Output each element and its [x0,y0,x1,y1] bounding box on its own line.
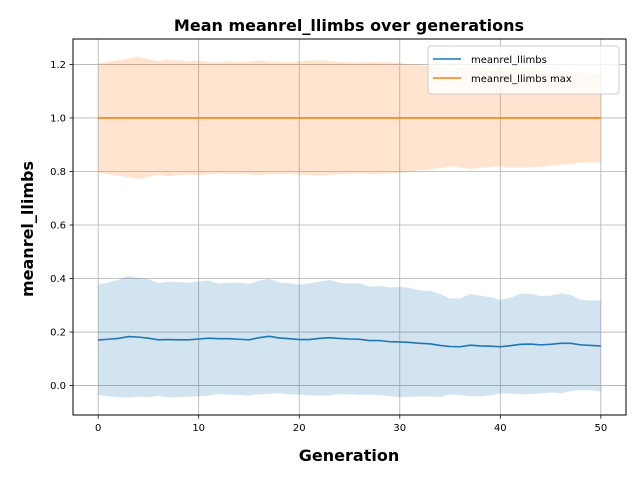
legend: meanrel_llimbs meanrel_llimbs max [427,45,620,95]
x-tick-label: 20 [293,423,306,434]
series-1-band [98,275,601,398]
y-tick-label: 1.2 [50,60,66,71]
y-tick-label: 0.2 [50,328,66,339]
x-tick-label: 30 [393,423,406,434]
y-tick-label: 0.6 [50,220,66,231]
y-tick-label: 0.4 [50,274,66,285]
lines [98,117,601,348]
axes-frame [72,38,627,416]
x-tick-label: 50 [594,423,607,434]
x-axis-ticks: 0 10 20 30 40 50 [95,415,607,434]
grid [73,39,626,415]
chart-title: Mean meanrel_llimbs over generations [174,16,524,35]
series-1-line [98,335,601,348]
x-axis-label: Generation [299,446,399,465]
legend-label: meanrel_llimbs max [471,74,572,85]
x-tick-label: 10 [192,423,205,434]
plot-area [72,38,627,416]
y-tick-label: 0.0 [50,381,66,392]
legend-box [427,45,620,95]
x-tick-label: 0 [95,423,101,434]
y-tick-label: 0.8 [50,167,66,178]
y-tick-label: 1.0 [50,113,66,124]
y-axis-ticks: 0.0 0.2 0.4 0.6 0.8 1.0 1.2 [50,60,73,392]
legend-label: meanrel_llimbs [471,55,547,66]
y-axis-label: meanrel_llimbs [18,161,37,297]
x-tick-label: 40 [494,423,507,434]
